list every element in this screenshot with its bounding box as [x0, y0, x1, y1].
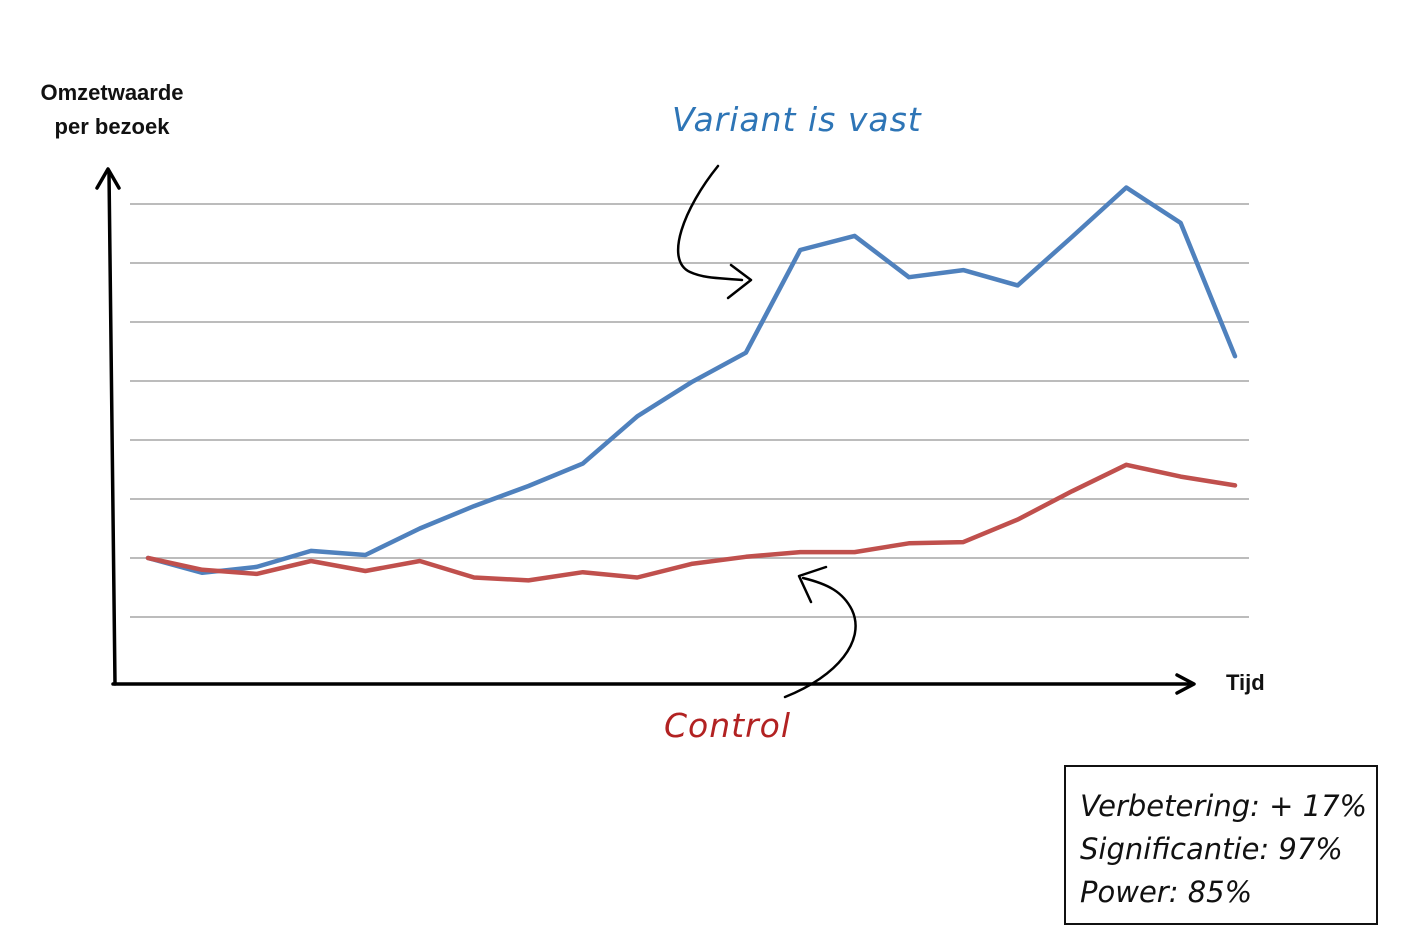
variant-pointer-arrowhead [726, 263, 753, 300]
control-line [145, 462, 1238, 583]
stats-box: Verbetering: + 17% Significantie: 97% Po… [1064, 765, 1378, 925]
control-pointer-arrowhead [797, 565, 828, 604]
stats-power: Power: 85% [1080, 875, 1253, 909]
axes [95, 167, 1196, 695]
y-axis-label: Omzetwaarde per bezoek [14, 76, 210, 144]
variant-pointer-arrow [676, 164, 744, 282]
stats-significance: Significantie: 97% [1080, 832, 1343, 866]
control-annotation: Control [664, 706, 792, 745]
annotation-pointers [676, 164, 857, 699]
y-axis-label-line1: Omzetwaarde [40, 80, 184, 105]
variant-annotation: Variant is vast [672, 100, 922, 139]
series-lines [145, 185, 1238, 583]
x-axis-arrowhead [1175, 673, 1196, 695]
x-axis-label: Tijd [1226, 670, 1265, 695]
control-pointer-arrow [783, 576, 857, 699]
y-axis [107, 170, 117, 686]
variant-line [145, 185, 1238, 576]
y-axis-label-line2: per bezoek [54, 114, 170, 139]
y-axis-arrowhead [95, 167, 121, 190]
stats-improvement: Verbetering: + 17% [1080, 789, 1368, 823]
